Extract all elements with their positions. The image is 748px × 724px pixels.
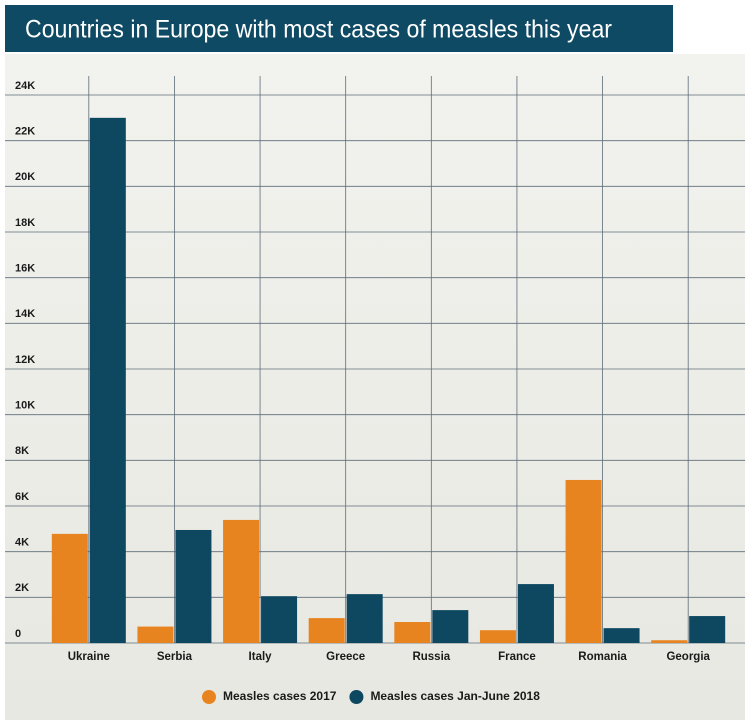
bar [479,630,516,643]
x-tick-label: Greece [326,651,365,663]
legend-label: Measles cases Jan-June 2018 [370,689,540,703]
x-tick-label: Georgia [666,651,710,663]
bar [651,640,688,643]
y-tick-label: 10K [15,400,35,412]
x-tick-label: France [498,651,536,663]
bar [565,479,602,643]
bar [137,626,174,643]
bar [51,533,88,643]
title-box [5,5,673,52]
bar [175,529,212,643]
y-tick-label: 22K [15,126,35,138]
bar [603,628,640,643]
y-tick-label: 6K [15,491,29,503]
x-tick-label: Russia [412,651,450,663]
legend-label: Measles cases 2017 [223,689,337,703]
bar [689,616,726,643]
y-tick-label: 4K [15,537,29,549]
y-tick-label: 16K [15,263,35,275]
bar [432,610,469,643]
x-tick-label: Italy [249,651,273,663]
bar [346,594,383,643]
chart-title: Countries in Europe with most cases of m… [25,16,612,44]
x-tick-label: Serbia [157,651,193,663]
bar [308,618,345,643]
y-tick-label: 8K [15,445,29,457]
y-tick-label: 24K [15,80,35,92]
legend-swatch [349,690,364,704]
y-tick-label: 18K [15,217,35,229]
bar [517,584,554,643]
bar [223,519,260,643]
bar [394,621,431,643]
legend-swatch [202,690,216,704]
bar [261,596,298,643]
y-tick-label: 12K [15,354,35,366]
x-tick-label: Romania [578,651,627,663]
y-tick-label: 20K [15,171,35,183]
bar [89,117,126,644]
x-tick-label: Ukraine [68,651,110,663]
y-tick-label: 0 [15,628,21,640]
y-tick-label: 2K [15,582,29,594]
y-tick-label: 14K [15,308,35,320]
